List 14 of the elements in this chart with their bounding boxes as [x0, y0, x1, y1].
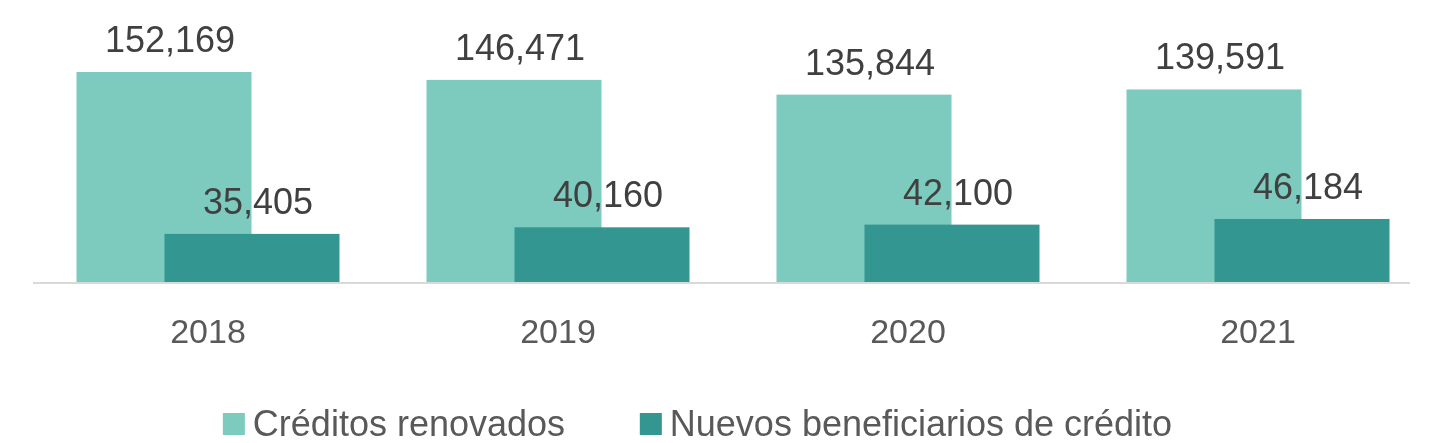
- bar: [1214, 218, 1390, 283]
- data-label: 146,471: [454, 26, 586, 68]
- x-tick-label: 2019: [520, 312, 596, 350]
- bar: [164, 233, 340, 283]
- data-label: 152,169: [104, 19, 236, 60]
- data-label: 139,591: [1154, 36, 1286, 78]
- x-tick-label: 2018: [170, 312, 246, 350]
- legend-label: Nuevos beneficiarios de crédito: [669, 403, 1173, 443]
- legend-label: Créditos renovados: [252, 403, 566, 443]
- bar: [864, 224, 1040, 283]
- bar: [514, 227, 690, 283]
- data-label: 135,844: [804, 41, 936, 83]
- x-tick-label: 2020: [870, 312, 946, 350]
- x-tick-label: 2021: [1220, 312, 1296, 350]
